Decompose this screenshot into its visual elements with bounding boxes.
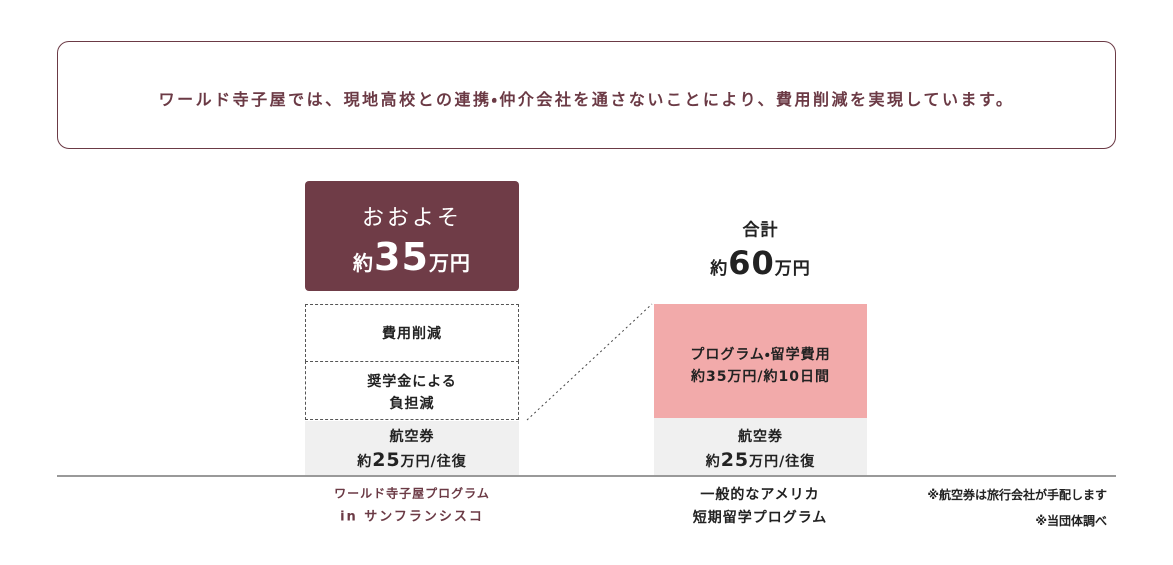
scholarship: 奨学金による — [367, 374, 457, 390]
right-total: 合計 約60万円 — [654, 205, 867, 285]
amount: 60 — [728, 244, 775, 282]
program-box: プログラム・留学費用 約35万円/約10日間 — [654, 304, 867, 418]
amount: 25 — [372, 449, 401, 471]
prefix: 約 — [353, 251, 375, 275]
program: 約35万円/約10日間 — [690, 369, 831, 385]
prefix: 約 — [705, 454, 721, 470]
right-lead: 合計 — [742, 220, 779, 241]
prefix: 約 — [357, 454, 373, 470]
airfare-cost: 約25万円/往復 — [654, 449, 867, 471]
right-total-amount: 約60万円 — [654, 244, 867, 282]
caption: ワールド寺子屋プログラム — [334, 486, 490, 501]
airfare-label: 航空券 — [738, 429, 783, 445]
caption: 一般的なアメリカ — [700, 487, 820, 503]
unit: 万円 — [428, 251, 471, 275]
dotted-connector — [526, 303, 653, 421]
unit: 万円/往復 — [749, 454, 816, 470]
caption: in サンフランシスコ — [340, 509, 484, 525]
reduction-box: 費用削減 — [305, 304, 519, 362]
amount: 35 — [374, 235, 429, 279]
program: プログラム・留学費用 — [690, 347, 831, 363]
prefix: 約 — [710, 259, 729, 279]
scholarship-box: 奨学金による 負担減 — [305, 361, 519, 420]
left-total-box: おおよそ 約35万円 — [305, 181, 519, 291]
left-lead: おおよそ — [361, 206, 462, 231]
left-airfare-box: 航空券 約25万円/往復 — [305, 421, 519, 475]
scholarship: 負担減 — [389, 396, 435, 412]
right-airfare-box: 航空券 約25万円/往復 — [654, 418, 867, 475]
left-caption: ワールド寺子屋プログラム in サンフランシスコ — [280, 482, 544, 526]
caption: 短期留学プログラム — [692, 510, 828, 526]
reduction: 費用削減 — [382, 326, 442, 342]
note: ※航空券は旅行会社が手配します — [927, 488, 1107, 502]
airfare-label: 航空券 — [389, 429, 435, 445]
intro-text: ワールド寺子屋では、現地高校との連携・仲介会社を通さないことにより、費用削減を実… — [158, 90, 1015, 109]
airfare-cost: 約25万円/往復 — [305, 449, 519, 471]
intro-box — [57, 41, 1116, 149]
right-caption: 一般的なアメリカ 短期留学プログラム — [640, 482, 880, 528]
amount: 25 — [720, 449, 750, 471]
unit: 万円/往復 — [400, 454, 467, 470]
left-total: 約35万円 — [305, 235, 519, 279]
unit: 万円 — [774, 259, 811, 279]
note: ※当団体調べ — [1035, 514, 1107, 528]
